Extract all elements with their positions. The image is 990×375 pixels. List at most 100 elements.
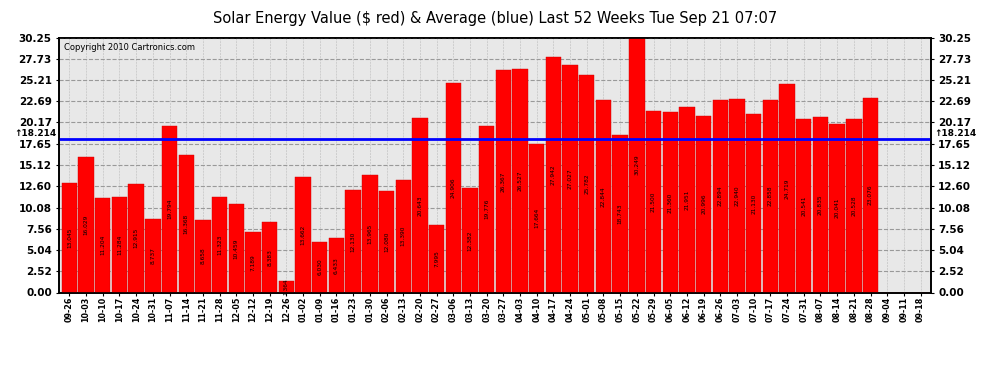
Bar [346, 190, 360, 292]
Text: 7.189: 7.189 [250, 254, 255, 271]
Text: 24.719: 24.719 [784, 178, 790, 198]
Bar [446, 82, 461, 292]
Text: 13.662: 13.662 [301, 225, 306, 245]
Bar [229, 204, 244, 292]
Text: Solar Energy Value ($ red) & Average (blue) Last 52 Weeks Tue Sep 21 07:07: Solar Energy Value ($ red) & Average (bl… [213, 11, 777, 26]
Bar [713, 99, 728, 292]
Text: 17.664: 17.664 [535, 208, 540, 228]
Bar [630, 38, 644, 292]
Bar [429, 225, 445, 292]
Text: 24.906: 24.906 [450, 177, 455, 198]
Text: 12.080: 12.080 [384, 231, 389, 252]
Text: 26.527: 26.527 [518, 171, 523, 191]
Bar [613, 135, 628, 292]
Text: 10.459: 10.459 [234, 238, 239, 259]
Text: 6.433: 6.433 [334, 257, 339, 274]
Text: 11.323: 11.323 [217, 235, 222, 255]
Text: 16.029: 16.029 [83, 215, 88, 235]
Bar [362, 175, 377, 292]
Bar [513, 69, 528, 292]
Bar [662, 112, 678, 292]
Bar [746, 114, 761, 292]
Text: 8.737: 8.737 [150, 247, 155, 264]
Bar [730, 99, 744, 292]
Text: 16.368: 16.368 [184, 213, 189, 234]
Text: 20.541: 20.541 [801, 196, 806, 216]
Bar [645, 111, 661, 292]
Text: 20.996: 20.996 [701, 194, 706, 214]
Bar [396, 180, 411, 292]
Bar [545, 57, 561, 292]
Text: 22.858: 22.858 [768, 186, 773, 207]
Bar [329, 238, 345, 292]
Text: 11.284: 11.284 [117, 235, 122, 255]
Text: 22.844: 22.844 [601, 186, 606, 207]
Text: 19.794: 19.794 [167, 199, 172, 219]
Bar [61, 183, 77, 292]
Bar [312, 242, 328, 292]
Text: 13.390: 13.390 [401, 226, 406, 246]
Text: 12.915: 12.915 [134, 228, 139, 248]
Bar [178, 154, 194, 292]
Text: 11.204: 11.204 [100, 235, 105, 255]
Text: 1.364: 1.364 [284, 279, 289, 295]
Bar [863, 98, 878, 292]
Text: ↑18.214: ↑18.214 [934, 129, 976, 138]
Text: 7.995: 7.995 [434, 251, 440, 267]
Text: 8.658: 8.658 [200, 248, 206, 264]
Bar [496, 70, 511, 292]
Bar [412, 118, 428, 292]
Bar [479, 126, 494, 292]
Text: 21.130: 21.130 [751, 193, 756, 214]
Text: 22.940: 22.940 [735, 186, 740, 206]
Bar [462, 188, 477, 292]
Text: 25.782: 25.782 [584, 174, 589, 194]
Bar [696, 116, 711, 292]
Text: Copyright 2010 Cartronics.com: Copyright 2010 Cartronics.com [63, 43, 195, 52]
Bar [78, 158, 94, 292]
Bar [679, 108, 695, 292]
Bar [596, 100, 611, 292]
Text: 27.027: 27.027 [567, 168, 572, 189]
Bar [279, 281, 294, 292]
Bar [162, 126, 177, 292]
Text: 26.367: 26.367 [501, 171, 506, 192]
Text: 20.835: 20.835 [818, 194, 823, 215]
Text: ↑18.214: ↑18.214 [14, 129, 56, 138]
Bar [112, 197, 127, 292]
Text: 20.041: 20.041 [835, 198, 840, 218]
Text: 20.528: 20.528 [851, 196, 856, 216]
Bar [262, 222, 277, 292]
Bar [146, 219, 160, 292]
Bar [295, 177, 311, 292]
Text: 21.500: 21.500 [651, 192, 656, 212]
Text: 23.076: 23.076 [868, 185, 873, 206]
Text: 20.643: 20.643 [418, 195, 423, 216]
Bar [762, 100, 778, 292]
Text: 30.249: 30.249 [635, 155, 640, 176]
Text: 18.743: 18.743 [618, 203, 623, 224]
Bar [830, 123, 844, 292]
Bar [562, 64, 578, 292]
Text: 22.894: 22.894 [718, 186, 723, 206]
Bar [813, 117, 828, 292]
Bar [212, 197, 228, 292]
Text: 6.030: 6.030 [317, 259, 323, 276]
Text: 8.383: 8.383 [267, 249, 272, 266]
Bar [379, 190, 394, 292]
Bar [779, 84, 795, 292]
Text: 19.776: 19.776 [484, 199, 489, 219]
Text: 27.942: 27.942 [550, 164, 556, 185]
Bar [529, 144, 545, 292]
Bar [246, 232, 260, 292]
Text: 12.130: 12.130 [350, 231, 355, 252]
Bar [195, 219, 211, 292]
Text: 21.360: 21.360 [667, 192, 673, 213]
Bar [129, 184, 144, 292]
Bar [579, 75, 594, 292]
Text: 13.045: 13.045 [67, 227, 72, 248]
Bar [846, 120, 861, 292]
Bar [95, 198, 111, 292]
Text: 21.951: 21.951 [684, 190, 689, 210]
Text: 12.382: 12.382 [467, 230, 472, 251]
